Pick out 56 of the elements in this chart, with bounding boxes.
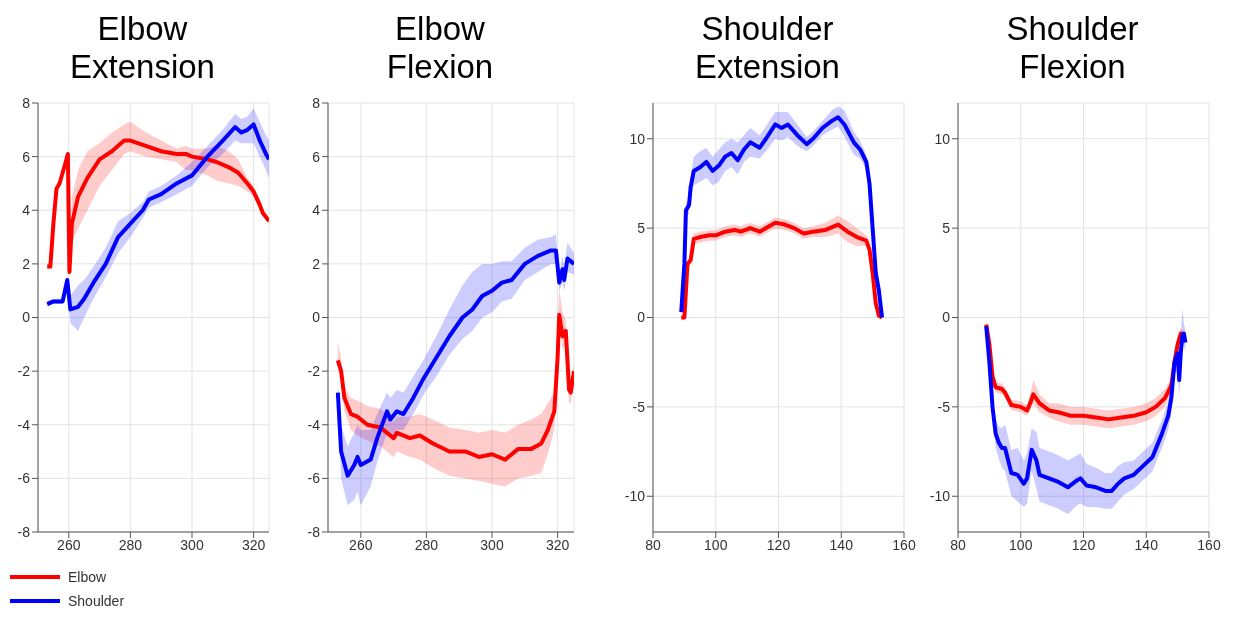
y-tick-label: 5 xyxy=(637,220,646,237)
y-tick-label: 0 xyxy=(942,309,951,326)
x-tick-label: 260 xyxy=(57,536,81,553)
chart-title: Shoulder Flexion xyxy=(1005,9,1140,86)
y-tick-label: 4 xyxy=(22,202,31,219)
x-tick-label: 320 xyxy=(545,536,570,553)
x-tick-label: 280 xyxy=(118,536,143,553)
y-tick-label: -6 xyxy=(17,470,31,487)
y-tick-label: -8 xyxy=(307,523,321,540)
x-tick-label: 80 xyxy=(645,536,661,553)
y-tick-label: 0 xyxy=(22,309,31,326)
x-tick-label: 260 xyxy=(349,536,373,553)
y-tick-label: -8 xyxy=(17,523,31,540)
y-tick-label: -4 xyxy=(17,416,31,433)
y-tick-label: 10 xyxy=(934,130,951,147)
legend-label: Shoulder xyxy=(68,593,125,609)
y-tick-label: 2 xyxy=(22,255,31,272)
x-tick-label: 120 xyxy=(1071,536,1096,553)
line-series xyxy=(335,248,574,478)
y-tick-label: 6 xyxy=(312,148,321,165)
y-tick-label: -5 xyxy=(632,398,646,415)
x-tick-label: 140 xyxy=(829,536,854,553)
x-tick-label: 280 xyxy=(414,536,439,553)
y-tick-label: -10 xyxy=(929,488,951,505)
y-tick-label: -4 xyxy=(307,416,321,433)
x-tick-label: 300 xyxy=(480,536,504,553)
y-tick-label: 5 xyxy=(942,220,951,237)
y-tick-label: 8 xyxy=(312,94,321,111)
y-tick-label: -6 xyxy=(307,470,321,487)
y-tick-label: 4 xyxy=(312,202,321,219)
x-tick-label: 160 xyxy=(1197,536,1221,553)
x-tick-label: 160 xyxy=(892,536,916,553)
x-tick-label: 120 xyxy=(766,536,791,553)
x-tick-label: 100 xyxy=(704,536,728,553)
x-tick-label: 300 xyxy=(180,536,204,553)
y-tick-label: 8 xyxy=(22,94,31,111)
y-tick-label: 6 xyxy=(22,148,31,165)
chart-title: Shoulder Extension xyxy=(694,9,841,86)
y-tick-label: -2 xyxy=(307,363,321,380)
y-tick-label: 0 xyxy=(312,309,321,326)
y-tick-label: -2 xyxy=(17,363,31,380)
x-tick-label: 100 xyxy=(1009,536,1033,553)
y-tick-label: 10 xyxy=(629,130,646,147)
chart-title: Elbow Flexion xyxy=(385,9,495,86)
y-tick-label: -5 xyxy=(937,398,951,415)
legend-label: Elbow xyxy=(68,569,107,585)
x-tick-label: 140 xyxy=(1134,536,1159,553)
y-tick-label: 2 xyxy=(312,255,321,272)
line-series xyxy=(45,122,269,312)
x-tick-label: 320 xyxy=(241,536,266,553)
chart-title: Elbow Extension xyxy=(69,9,216,86)
line-series xyxy=(984,324,1188,493)
y-tick-label: -10 xyxy=(624,488,646,505)
line-series xyxy=(335,312,574,462)
x-tick-label: 80 xyxy=(950,536,966,553)
y-tick-label: 0 xyxy=(637,309,646,326)
